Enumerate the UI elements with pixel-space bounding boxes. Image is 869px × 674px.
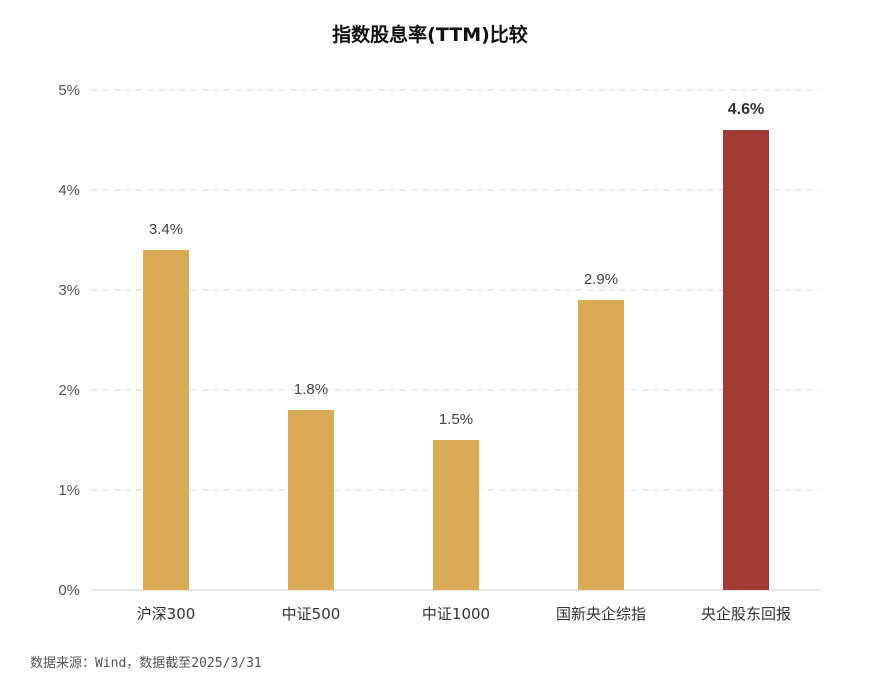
x-tick-label: 央企股东回报 [701,605,791,623]
bar [433,440,479,590]
x-tick-label: 国新央企综指 [556,605,646,623]
x-axis: 沪深300 中证500 中证1000 国新央企综指 央企股东回报 [137,605,791,623]
x-tick-label: 中证500 [282,605,341,623]
y-axis: 0% 1% 2% 3% 4% 5% [58,82,80,599]
bar [288,410,334,590]
y-tick-label: 0% [58,582,80,599]
data-label: 1.5% [439,411,473,428]
data-label: 3.4% [149,221,183,238]
bar [143,250,189,590]
y-tick-label: 1% [58,482,80,499]
bar [723,130,769,590]
bars [143,130,769,590]
y-tick-label: 2% [58,382,80,399]
data-label: 1.8% [294,381,328,398]
data-label: 4.6% [728,101,764,118]
bar [578,300,624,590]
y-tick-label: 4% [58,182,80,199]
chart-title: 指数股息率(TTM)比较 [332,23,528,46]
gridlines [92,89,820,591]
y-tick-label: 3% [58,282,80,299]
x-tick-label: 中证1000 [422,605,490,623]
data-labels: 3.4% 1.8% 1.5% 2.9% 4.6% [149,101,764,428]
x-tick-label: 沪深300 [137,605,196,623]
source-note: 数据来源：Wind，数据截至2025/3/31 [30,656,262,671]
data-label: 2.9% [584,271,618,288]
y-tick-label: 5% [58,82,80,99]
